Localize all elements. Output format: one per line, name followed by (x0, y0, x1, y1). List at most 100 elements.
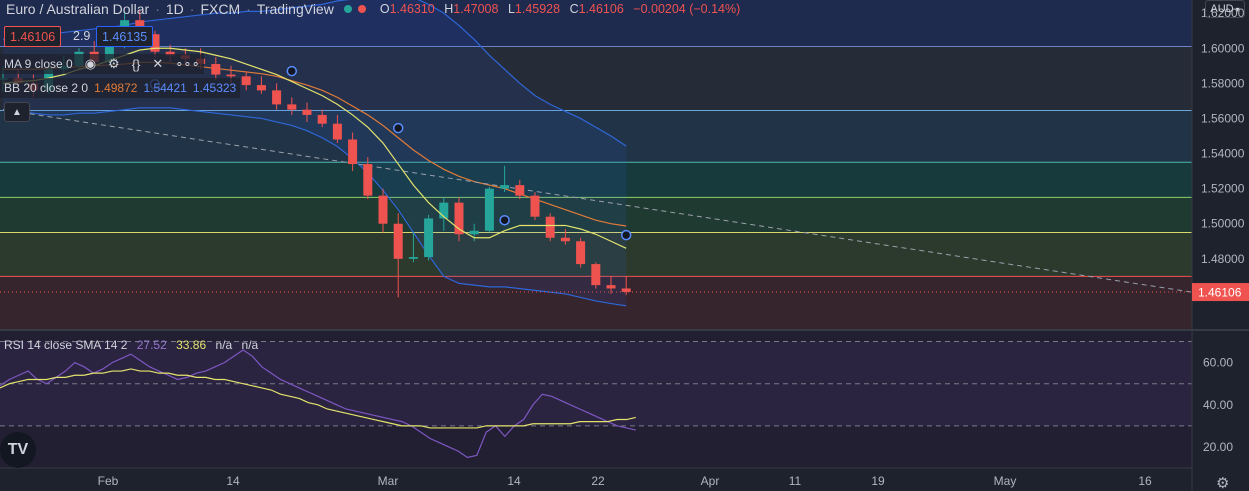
candle-body (363, 164, 373, 196)
buy-button[interactable]: 1.46135 (96, 26, 154, 47)
market-status-icon (343, 5, 352, 13)
separator-dot: · (155, 1, 160, 17)
time-tick-label: 22 (591, 474, 605, 488)
price-tick-label: 1.62000 (1201, 6, 1245, 20)
braces-icon[interactable]: {} (131, 56, 141, 72)
candle-body (560, 237, 570, 242)
fib-zone (0, 162, 1192, 198)
bb-lower-line (2, 107, 627, 307)
chevron-down-icon: ▾ (1235, 4, 1240, 14)
time-tick-label: 14 (226, 474, 240, 488)
close-icon[interactable]: ✕ (152, 56, 164, 71)
symbol-name[interactable]: Euro / Australian Dollar (6, 1, 150, 17)
candle-body (515, 185, 525, 196)
rsi-legend[interactable]: RSI 14 close SMA 14 2 27.52 33.86 n/a n/… (4, 338, 258, 352)
price-tick-label: 1.56000 (1201, 111, 1245, 125)
candle-body (530, 195, 540, 217)
interval[interactable]: 1D (165, 1, 184, 17)
candle-body (393, 223, 403, 259)
time-tick-label: May (994, 474, 1017, 488)
candle-body (484, 188, 494, 231)
candle-body (545, 216, 555, 238)
ma-legend-label: MA 9 close 0 (4, 57, 73, 71)
sell-button[interactable]: 1.46106 (4, 26, 62, 47)
fib-zone (0, 110, 1192, 163)
candle-body (256, 85, 266, 91)
cross-marker (499, 214, 510, 226)
alert-status-icon (357, 5, 366, 13)
candle-body (226, 74, 236, 77)
separator-dot: · (246, 1, 251, 17)
candle-body (211, 64, 221, 75)
price-tick-label: 1.60000 (1201, 41, 1245, 55)
candle-body (408, 257, 418, 259)
time-tick-label: 11 (789, 474, 802, 488)
price-tick-label: 1.54000 (1201, 147, 1245, 161)
bb-fill (3, 0, 627, 306)
change-value: −0.00204 (−0.14%) (633, 2, 741, 16)
rsi-tick-label: 60.00 (1203, 356, 1233, 370)
rsi-line (0, 349, 636, 459)
time-tick-label: Feb (98, 474, 119, 488)
candle-body (150, 34, 160, 52)
spread-value: 2.9 (73, 28, 91, 43)
current-price-tag (1192, 283, 1249, 302)
rsi-tick-label: 40.00 (1203, 398, 1233, 412)
candle-body (241, 76, 251, 86)
time-tick-label: 19 (871, 474, 885, 488)
trend-line (2, 109, 1193, 293)
rsi-na-2: n/a (241, 338, 259, 352)
cross-marker (392, 122, 404, 134)
rsi-na-1: n/a (215, 338, 233, 352)
candle-body (332, 123, 342, 140)
candle-body (287, 104, 297, 110)
source: TradingView (256, 1, 334, 17)
candle-body (272, 90, 282, 105)
eye-icon[interactable]: ◉ (84, 56, 97, 71)
price-tick-label: 1.58000 (1201, 76, 1245, 90)
low-value: 1.45928 (514, 2, 561, 16)
time-tick-label: 16 (1138, 474, 1152, 488)
bb-basis-value: 1.49872 (94, 81, 138, 95)
price-tick-label: 1.50000 (1201, 217, 1245, 231)
candle-body (576, 241, 586, 265)
collapse-legend-button[interactable]: ▲ (4, 102, 30, 122)
close-value: 1.46106 (578, 2, 624, 16)
current-price-tag-label: 1.46106 (1198, 286, 1242, 300)
rsi-legend-label: RSI 14 close SMA 14 2 (4, 338, 128, 352)
bb-upper-value: 1.54421 (143, 81, 187, 95)
candle-body (348, 139, 358, 165)
price-tick-label: 1.52000 (1201, 182, 1245, 196)
candle-body (165, 51, 175, 56)
candle-body (621, 288, 631, 292)
ma-legend[interactable]: MA 9 close 0 ◉ ⚙ {} ✕ ∘∘∘ (0, 54, 204, 74)
fib-zone (0, 0, 1192, 47)
chevron-up-icon: ▲ (12, 106, 22, 118)
candle-body (104, 37, 114, 63)
separator-dot: · (189, 1, 195, 17)
cross-marker (620, 229, 632, 241)
bb-legend-label: BB 20 close 2 0 (4, 81, 89, 95)
gear-icon[interactable]: ⚙ (108, 56, 120, 71)
time-tick-label: 14 (507, 474, 521, 488)
settings-gear-icon[interactable]: ⚙ (1216, 475, 1230, 491)
candle-body (591, 264, 601, 286)
candle-body (317, 114, 327, 124)
candle-body (424, 218, 434, 258)
rsi-value: 27.52 (136, 338, 167, 352)
high-value: 1.47008 (453, 2, 499, 16)
candle-body (606, 285, 616, 289)
cross-marker (286, 65, 298, 77)
bb-legend[interactable]: BB 20 close 2 0 1.49872 1.54421 1.45323 (0, 78, 241, 98)
price-tick-label: 1.48000 (1201, 252, 1245, 266)
more-icon[interactable]: ∘∘∘ (175, 56, 200, 71)
rsi-tick-label: 20.00 (1203, 440, 1233, 454)
symbol-header: Euro / Australian Dollar · 1D · FXCM · T… (6, 0, 740, 18)
candle-body (500, 185, 510, 189)
fib-zone (0, 197, 1192, 233)
tradingview-logo[interactable]: TV (0, 432, 36, 468)
rsi-sma-line (0, 368, 636, 429)
currency-selector[interactable]: AUD ▾ (1205, 0, 1245, 18)
